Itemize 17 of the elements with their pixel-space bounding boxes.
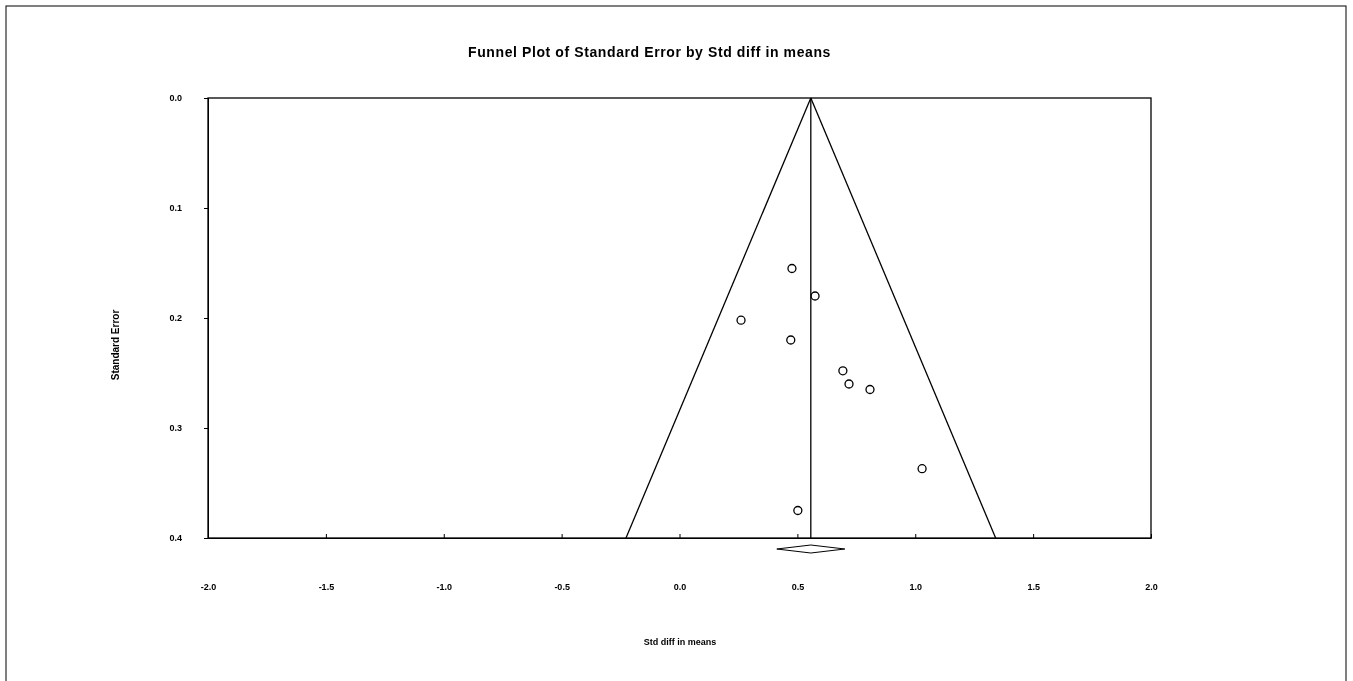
x-tick-label: 1.5 <box>1027 582 1040 593</box>
x-tick-label: 1.0 <box>909 582 923 593</box>
y-tick-label: 0.2 <box>169 313 182 324</box>
x-tick-label: -1.0 <box>436 582 453 593</box>
x-tick-label: 0.0 <box>673 582 687 593</box>
x-tick-label: 0.5 <box>791 582 805 593</box>
y-tick-label: 0.1 <box>169 203 182 214</box>
x-tick-label: 2.0 <box>1145 582 1158 593</box>
y-tick-label: 0.4 <box>169 533 182 544</box>
y-axis-title: Standard Error <box>110 309 121 381</box>
y-tick-label: 0.3 <box>169 423 182 434</box>
x-tick-label: -1.5 <box>318 582 335 593</box>
x-axis-title: Std diff in means <box>643 637 717 647</box>
chart-title: Funnel Plot of Standard Error by Std diff in means <box>468 44 831 60</box>
x-tick-label: -2.0 <box>200 582 217 593</box>
y-tick-label: 0.0 <box>169 93 182 104</box>
x-tick-label: -0.5 <box>554 582 570 593</box>
